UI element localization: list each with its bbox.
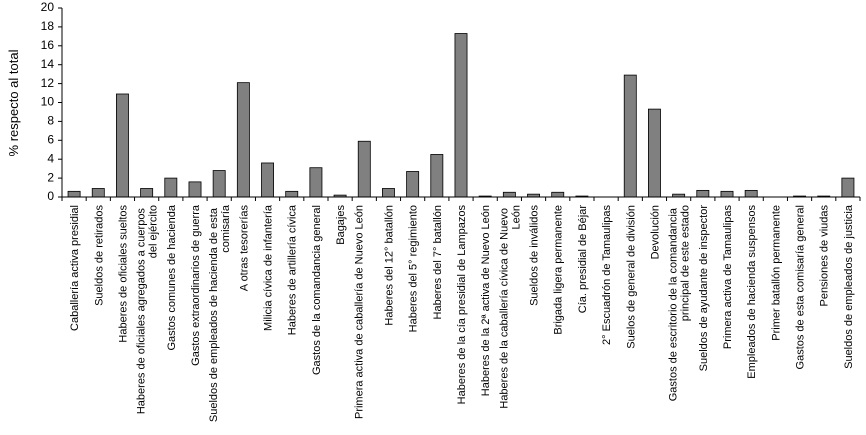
y-axis-label: % respecto al total (6, 49, 21, 156)
x-tick-label: Suelos de general de división (625, 205, 637, 349)
x-tick-label: Gastos de escritorio de la comandancia p… (668, 205, 692, 401)
bar (696, 189, 710, 198)
x-tick-label: Primera activa de Tamaulipas (722, 205, 734, 350)
x-tick-label: Haberes de la 2ª activa de Nuevo León (480, 205, 492, 396)
x-tick-label: Haberes del 12° batallón (383, 205, 395, 326)
x-tick-label: Gastos de esta comisaría general (795, 205, 807, 369)
x-tick-label: Gastos comunes de hacienda (166, 204, 178, 350)
bar (236, 82, 250, 198)
x-tick-label: Haberes de artillería cívica (287, 204, 299, 335)
y-tick-label: 4 (47, 151, 54, 165)
label-line: Haberes de oficiales agregados a cuerpos (136, 205, 148, 414)
y-tick-label: 2 (47, 170, 54, 184)
bar (164, 177, 178, 198)
bar (382, 188, 395, 198)
x-tick-label: Haberes de oficiales agregados a cuerpos… (136, 205, 160, 414)
x-tick-label: Pensiones de viudas (819, 205, 831, 307)
x-tick-label: Gastos de la comandancia general (311, 205, 323, 375)
y-tick-label: 8 (47, 114, 54, 128)
x-tick-label: A otras tesorerías (238, 205, 250, 292)
x-tick-label: Sueldos de ayudante de inspector (698, 205, 710, 372)
bar (116, 93, 129, 198)
y-tick-label: 12 (41, 76, 55, 90)
bar (551, 191, 565, 198)
x-tick-label: Sueldos de inválidos (529, 205, 541, 306)
bar (261, 162, 274, 198)
bar (91, 188, 105, 198)
x-tick-label: Bagajes (335, 205, 347, 245)
label-line: Primera activa de caballería de Nuevo Le… (353, 205, 365, 419)
bar (212, 170, 226, 198)
x-tick-label: Cía. presidial de Béjar (577, 205, 589, 314)
bar (744, 189, 758, 198)
x-tick-label: Haberes de la caballería cívica de Nuevo… (498, 205, 522, 409)
y-tick-label: 16 (41, 38, 55, 52)
label-line: del ejército (148, 205, 160, 258)
x-tick-label: Brigada ligera permanente (553, 205, 565, 335)
x-tick-label: Caballería activa presidial (69, 205, 81, 331)
bar (720, 190, 734, 198)
label-line: Gastos de escritorio de la comandancia (668, 205, 680, 401)
x-tick-label: Empleados de hacienda suspensos (746, 205, 758, 379)
bar (357, 140, 371, 198)
bar (309, 167, 323, 198)
y-tick-label: 0 (47, 189, 54, 203)
bar (502, 191, 516, 198)
y-tick-label: 20 (41, 0, 55, 14)
label-line: Sueldos de empleados de hacienda de esta (208, 205, 220, 422)
y-tick-label: 18 (41, 19, 55, 33)
y-tick-label: 14 (41, 57, 55, 71)
bar (406, 171, 420, 198)
x-tick-label: Primer batallón permanente (770, 205, 782, 341)
x-tick-label: Sueldos de empleados de hacienda de esta… (208, 204, 232, 422)
y-tick-label: 10 (41, 95, 55, 109)
bar (430, 154, 444, 198)
label-line: Haberes de la caballería cívica de Nuevo (498, 205, 510, 409)
x-tick-label: Sueldos de retirados (93, 205, 105, 306)
bar (285, 190, 299, 198)
bar (648, 108, 661, 198)
label-line: comisaría (220, 204, 232, 253)
y-tick-label: 6 (47, 132, 54, 146)
bar (67, 190, 81, 198)
x-tick-label: Haberes del 5° regimiento (408, 205, 420, 332)
x-tick-label: Haberes de la cía presidial de Lampazos (456, 205, 468, 405)
bar (188, 181, 202, 198)
x-tick-label: Sueldos de empleados de justicia (843, 204, 855, 369)
x-tick-label: Gastos extraordinarios de guerra (190, 204, 202, 366)
bar (623, 74, 637, 198)
bar (454, 33, 468, 198)
x-tick-label: Haberes del 7° batallón (432, 205, 444, 319)
x-tick-label: Milicia cívica de infantería (263, 204, 275, 331)
x-tick-label: Devolución (649, 205, 661, 259)
x-tick-label: 2° Escuadrón de Tamaulipas (601, 205, 613, 345)
label-line: principal de este estado (680, 205, 692, 321)
bar (841, 177, 855, 198)
label-line: León (510, 205, 522, 229)
bar (140, 188, 154, 198)
x-tick-label: Primera activa de caballería de Nuevo Le… (353, 205, 365, 419)
x-tick-label: Haberes de oficiales sueltos (117, 205, 129, 343)
